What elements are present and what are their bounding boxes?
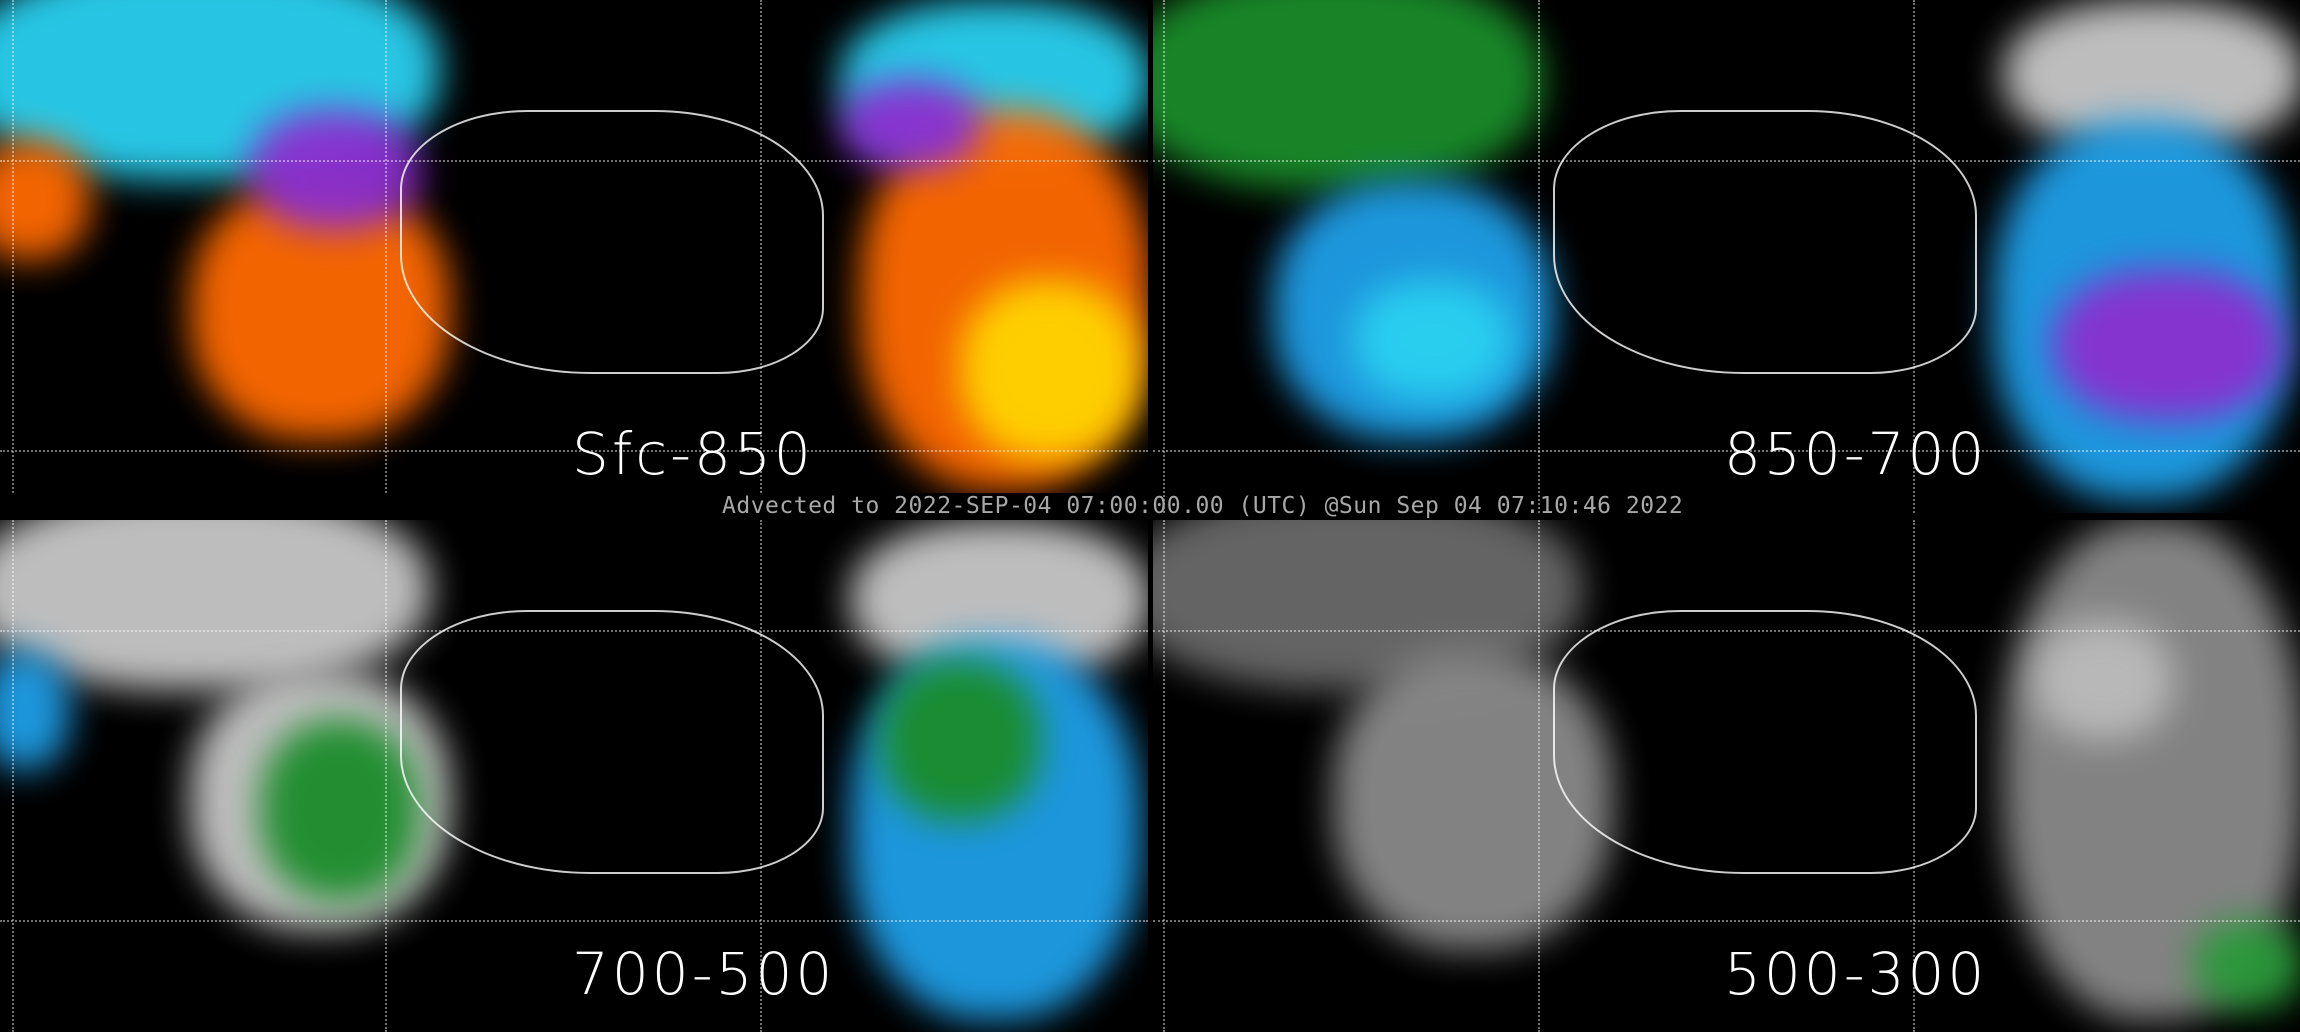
panel-850-700: 850-700 xyxy=(1153,0,2300,513)
panel-sfc-850: Sfc-850 xyxy=(0,0,1148,493)
layer-label: 850-700 xyxy=(1724,420,1988,488)
advection-timestamp: Advected to 2022-SEP-04 07:00:00.00 (UTC… xyxy=(722,493,1684,519)
panel-500-300: 500-300 xyxy=(1153,520,2300,1032)
layer-label: 500-300 xyxy=(1724,940,1988,1008)
layer-label: 700-500 xyxy=(572,940,836,1008)
layer-label: Sfc-850 xyxy=(572,420,814,488)
panel-700-500: 700-500 xyxy=(0,520,1148,1032)
